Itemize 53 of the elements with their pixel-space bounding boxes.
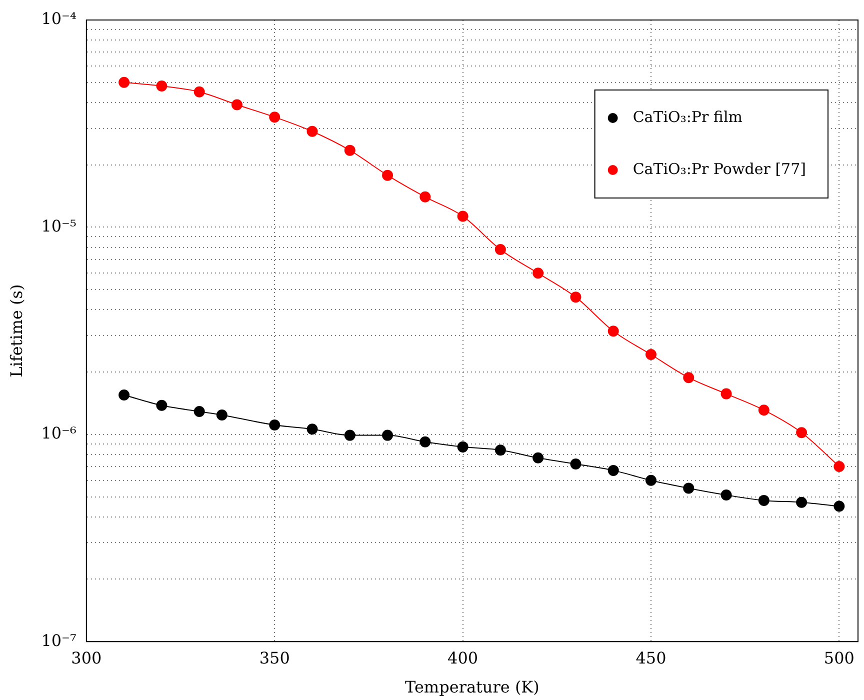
point [570, 458, 582, 470]
point [382, 170, 394, 181]
point [494, 244, 506, 256]
point [720, 489, 732, 500]
point [118, 389, 130, 400]
point [608, 326, 619, 337]
point [796, 427, 808, 438]
legend-label: CaTiO₃:Pr film [632, 108, 742, 126]
point [796, 496, 808, 508]
point [758, 494, 770, 506]
y-tick-label: 10⁻⁶ [41, 424, 76, 443]
x-tick-label: 450 [636, 648, 666, 668]
x-tick-label: 500 [824, 648, 854, 668]
point [118, 76, 130, 88]
x-tick-label: 300 [71, 648, 102, 668]
x-axis-title: Temperature (K) [405, 678, 540, 697]
y-tick-label: 10⁻⁷ [41, 630, 76, 650]
point [420, 191, 431, 202]
point [720, 388, 732, 400]
x-tick-label: 400 [448, 648, 478, 668]
point [420, 436, 431, 448]
y-axis-title: Lifetime (s) [6, 284, 26, 378]
point [194, 406, 205, 417]
x-tick-label: 350 [259, 648, 290, 668]
point [344, 430, 356, 441]
point [834, 460, 845, 472]
point [156, 80, 168, 92]
point [382, 430, 394, 441]
point [306, 424, 318, 435]
point [156, 400, 168, 411]
point [194, 86, 205, 98]
point [269, 112, 280, 123]
point [269, 420, 280, 431]
point [645, 349, 656, 360]
point [834, 500, 845, 512]
y-tick-label: 10⁻⁴ [41, 9, 76, 28]
point [231, 99, 242, 110]
legend-label: CaTiO₃:Pr Powder [77] [632, 160, 806, 178]
point [608, 464, 619, 476]
point [532, 452, 544, 464]
y-tick-label: 10⁻⁵ [41, 216, 76, 236]
point [457, 441, 468, 452]
point [758, 404, 770, 416]
point [457, 210, 468, 222]
point [532, 268, 544, 279]
point [645, 474, 656, 486]
point [344, 144, 356, 156]
point [494, 444, 506, 456]
point [683, 372, 694, 384]
point [216, 410, 228, 421]
point [570, 292, 582, 303]
point [683, 482, 694, 494]
point [306, 126, 318, 137]
